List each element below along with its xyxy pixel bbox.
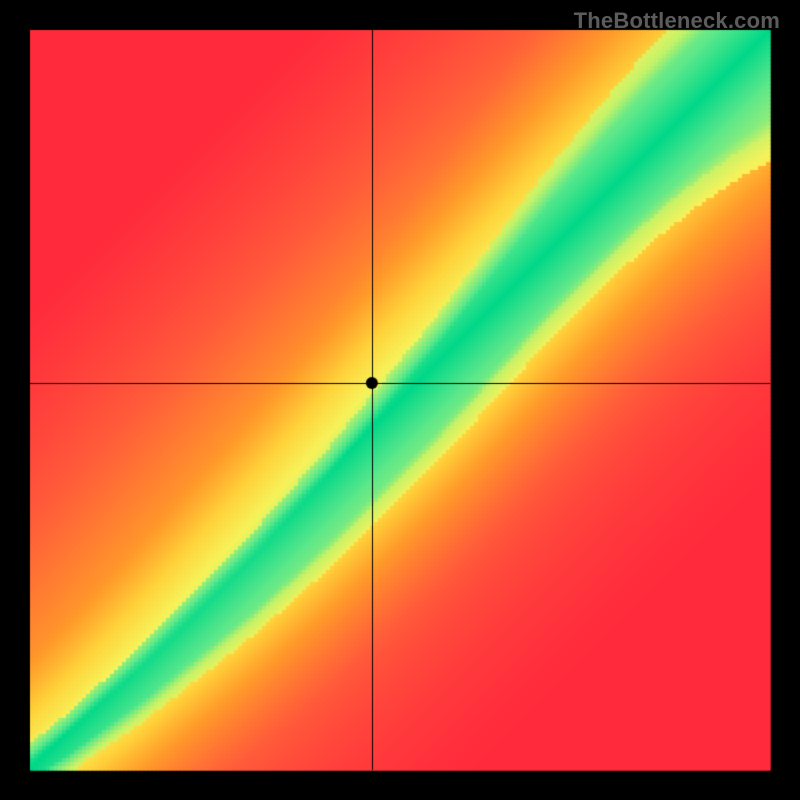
bottleneck-heatmap	[0, 0, 800, 800]
chart-container: { "watermark": { "text": "TheBottleneck.…	[0, 0, 800, 800]
watermark-text: TheBottleneck.com	[574, 8, 780, 34]
